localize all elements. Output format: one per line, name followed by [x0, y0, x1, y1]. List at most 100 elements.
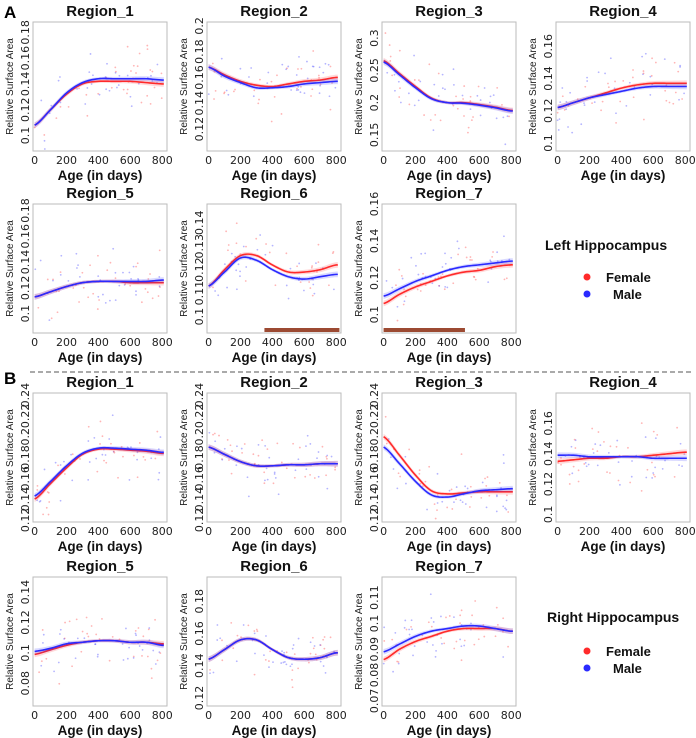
scatter-point	[264, 253, 267, 256]
scatter-point	[135, 265, 138, 268]
scatter-point	[474, 600, 477, 602]
scatter-point	[42, 642, 44, 644]
scatter-point	[309, 473, 311, 476]
scatter-point	[137, 277, 139, 280]
scatter-point	[681, 98, 684, 100]
scatter-point	[631, 460, 633, 462]
x-tick-label: 400	[262, 525, 283, 538]
x-axis-label: Age (in days)	[58, 350, 143, 365]
scatter-point	[122, 271, 124, 274]
scatter-point	[68, 620, 71, 623]
scatter-point	[137, 279, 140, 282]
scatter-point	[212, 433, 214, 436]
scatter-point	[502, 453, 505, 456]
scatter-point	[679, 442, 682, 445]
scatter-point	[94, 643, 97, 646]
scatter-point	[305, 445, 307, 448]
scatter-point	[59, 464, 62, 466]
y-axis-label: Relative Surface Area	[354, 220, 365, 317]
scatter-point	[496, 251, 499, 254]
scatter-point	[318, 76, 320, 79]
legend-male-label: Male	[613, 661, 642, 676]
scatter-point	[388, 44, 391, 46]
scatter-point	[574, 447, 577, 449]
scatter-point	[252, 95, 255, 98]
scatter-point	[295, 74, 298, 76]
y-tick-label: 0.16	[368, 466, 381, 491]
scatter-point	[111, 635, 114, 638]
scatter-point	[615, 121, 617, 124]
scatter-point	[631, 76, 634, 79]
scatter-point	[126, 446, 129, 449]
y-tick-label: 0.1	[368, 615, 381, 633]
scatter-point	[157, 448, 160, 450]
scatter-point	[142, 635, 145, 638]
scatter-point	[617, 461, 620, 464]
y-tick-label: 0.08	[19, 671, 32, 696]
scatter-point	[501, 103, 503, 106]
scatter-point	[464, 246, 467, 249]
scatter-point	[239, 275, 241, 278]
scatter-point	[128, 271, 131, 274]
scatter-point	[293, 476, 296, 479]
scatter-point	[126, 45, 129, 48]
scatter-point	[71, 665, 73, 668]
scatter-point	[393, 73, 396, 76]
scatter-point	[58, 290, 60, 293]
scatter-point	[55, 290, 58, 293]
scatter-point	[156, 430, 159, 433]
y-tick-label: 0.14	[542, 441, 555, 466]
scatter-point	[42, 513, 45, 516]
scatter-point	[649, 75, 652, 78]
y-axis-label: Relative Surface Area	[528, 409, 539, 506]
scatter-point	[253, 632, 256, 635]
y-tick-label: 0.14	[19, 250, 32, 275]
y-tick-label: 0.12	[368, 508, 381, 533]
scatter-point	[240, 636, 242, 639]
scatter-point	[264, 479, 266, 482]
x-tick-label: 0	[380, 154, 387, 167]
x-tick-label: 600	[469, 336, 490, 349]
scatter-point	[484, 477, 486, 480]
scatter-point	[333, 650, 335, 653]
scatter-point	[461, 94, 464, 97]
scatter-point	[656, 433, 659, 436]
scatter-point	[213, 98, 215, 100]
y-tick-label: 0.12	[542, 98, 555, 123]
scatter-point	[418, 469, 421, 472]
scatter-point	[391, 638, 394, 641]
y-tick-label: 0.2	[193, 428, 206, 446]
scatter-point	[103, 459, 105, 462]
x-tick-label: 200	[56, 336, 77, 349]
scatter-point	[444, 285, 447, 288]
scatter-point	[269, 650, 272, 653]
fit-line-male	[208, 637, 338, 661]
legend-male-marker	[583, 664, 591, 672]
scatter-point	[285, 68, 288, 71]
scatter-point	[209, 672, 211, 675]
fit-line-female	[34, 447, 164, 500]
scatter-point	[329, 65, 332, 68]
scatter-point	[502, 630, 504, 633]
scatter-point	[212, 671, 215, 674]
x-tick-label: 800	[326, 525, 347, 538]
scatter-point	[561, 87, 564, 89]
scatter-point	[392, 468, 395, 470]
scatter-point	[276, 74, 278, 77]
scatter-point	[459, 638, 462, 641]
scatter-point	[440, 615, 442, 618]
scatter-point	[386, 71, 389, 74]
scatter-point	[413, 54, 415, 57]
scatter-point	[453, 501, 455, 504]
scatter-point	[448, 489, 451, 492]
scatter-point	[593, 101, 596, 103]
scatter-point	[496, 86, 499, 89]
scatter-point	[96, 308, 99, 310]
scatter-point	[652, 430, 655, 433]
y-axis-label: Relative Surface Area	[5, 38, 16, 135]
fit-line-female	[383, 264, 513, 305]
x-axis-label: Age (in days)	[407, 350, 492, 365]
scatter-point	[557, 129, 560, 131]
scatter-point	[383, 640, 386, 642]
scatter-point	[654, 437, 657, 440]
